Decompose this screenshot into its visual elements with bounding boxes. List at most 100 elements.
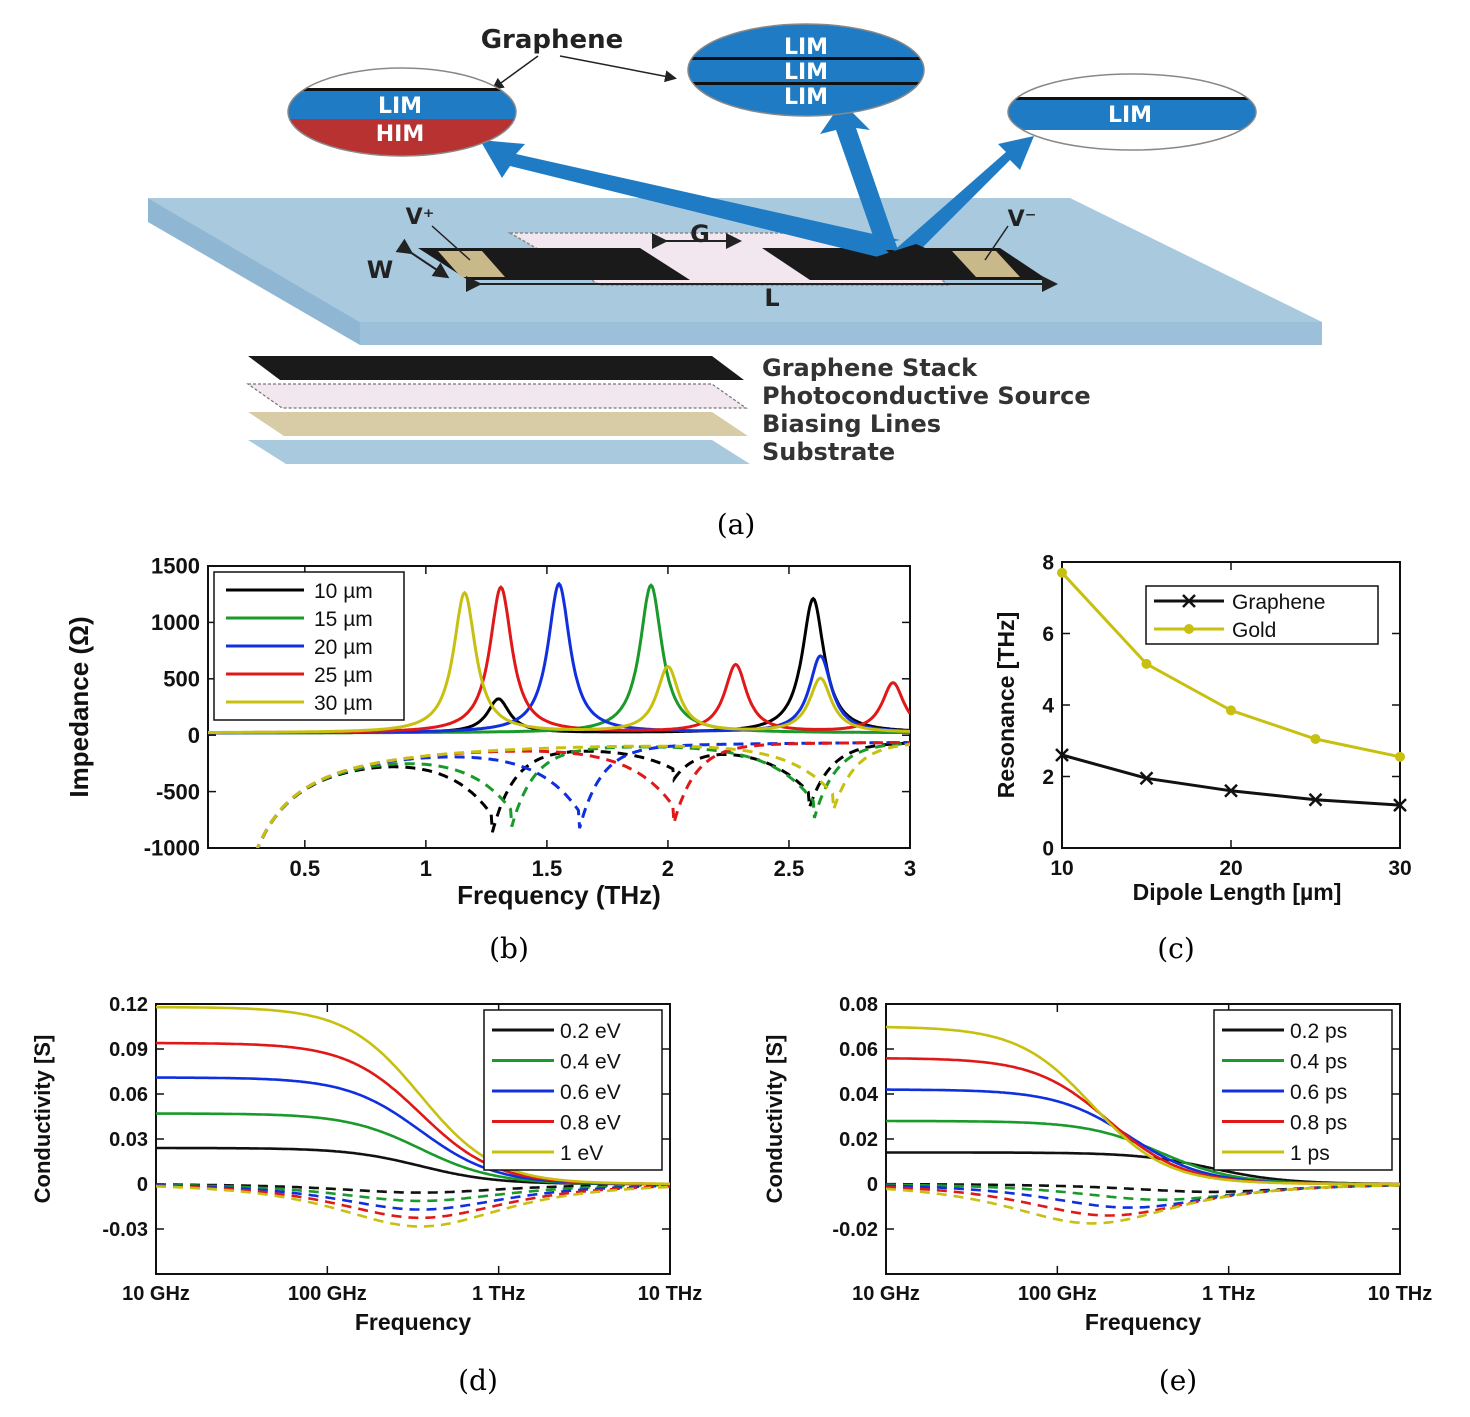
- series-line-imag: [255, 743, 910, 848]
- chart-e-conductivity-relaxation: 10 GHz 100 GHz 1 THz 10 THz 0.08 0.06 0.04 0.02…: [762, 994, 1432, 1397]
- graphene-leader-left: [491, 55, 539, 90]
- y-tick-label: 0: [1042, 837, 1054, 860]
- y-tick-label: 0.06: [839, 1039, 878, 1061]
- legend-label: 0.6 eV: [560, 1081, 621, 1104]
- legend-label: 30 µm: [314, 692, 373, 715]
- legend-label: 0.2 ps: [1290, 1020, 1347, 1043]
- arrow-to-middle-bubble: [820, 102, 898, 250]
- plot-lines-e: [886, 1025, 1400, 1225]
- caption-b: (b): [489, 932, 529, 965]
- y-tick-label: 0.06: [109, 1084, 148, 1106]
- legend-label: 15 µm: [314, 608, 373, 631]
- y-tick-label: -1000: [144, 836, 200, 861]
- data-point-graphene: [1308, 792, 1323, 807]
- legend-label: 25 µm: [314, 664, 373, 687]
- substrate-slab-front: [148, 198, 360, 345]
- chart-c-resonance: 10 20 30 0 2 4 6 8 Graphene Gold Dipole Length [µm…: [993, 551, 1412, 965]
- y-tick-label: -500: [156, 779, 200, 804]
- plot-lines-d: [156, 1005, 670, 1228]
- y-tick-label: 0.02: [839, 1129, 878, 1151]
- arrow-to-left-bubble: [480, 140, 900, 262]
- data-point-graphene: [1055, 748, 1069, 762]
- chart-d-conductivity-energy: 10 GHz 100 GHz 1 THz 10 THz 0.12 0.09 0.06 0.03…: [30, 994, 702, 1397]
- caption-e: (e): [1159, 1364, 1197, 1397]
- y-tick-label: 0.12: [109, 994, 148, 1016]
- substrate-slab-bottom: [360, 322, 1322, 345]
- series-line-real: [156, 1005, 670, 1186]
- series-line-imag: [156, 1183, 670, 1203]
- series-line-imag: [886, 1184, 1400, 1217]
- y-tick-label: 0.08: [839, 994, 878, 1016]
- series-line-imag: [156, 1183, 670, 1194]
- data-point-gold: [1395, 751, 1405, 762]
- bubble-left-him: HIM: [376, 122, 425, 147]
- x-tick-label: 10 THz: [1368, 1283, 1432, 1305]
- y-tick-label: 0.09: [109, 1039, 148, 1061]
- graphene-label: Graphene: [481, 25, 624, 55]
- graphene-leader-right: [559, 55, 677, 83]
- y-axis-label: Impedance (Ω): [64, 616, 94, 797]
- y-axis-label: Conductivity [S]: [762, 1035, 787, 1204]
- x-tick-label: 10 GHz: [122, 1283, 190, 1305]
- legend-label: 20 µm: [314, 636, 373, 659]
- plot-lines-b: [208, 581, 910, 848]
- chart-b-impedance: 0.5 1 1.5 2 2.5 3 -1000 -500 0 500 1000 1500 10 µm 15…: [64, 554, 916, 965]
- bubble-left: LIM HIM: [287, 67, 517, 157]
- series-line-imag: [156, 1184, 670, 1220]
- series-line-imag: [156, 1185, 670, 1228]
- x-tick-label: 10 GHz: [852, 1283, 920, 1305]
- arrow-base: [860, 244, 948, 272]
- x-tick-label: 0.5: [290, 856, 321, 881]
- y-tick-label: 0: [137, 1174, 148, 1196]
- legend-label: 10 µm: [314, 580, 373, 603]
- y-tick-label: 0.03: [109, 1129, 148, 1151]
- y-tick-label: -0.03: [102, 1219, 148, 1241]
- x-tick-label: 20: [1219, 857, 1242, 880]
- x-tick-label: 1 THz: [1202, 1283, 1255, 1305]
- layer-label-substrate: Substrate: [762, 438, 895, 466]
- data-point-gold: [1310, 733, 1321, 744]
- x-axis-label: Dipole Length [µm]: [1133, 879, 1342, 905]
- legend-label: 0.4 ps: [1290, 1051, 1347, 1074]
- dim-l-label: L: [764, 284, 779, 312]
- layer-swatch-graphene-stack: [248, 356, 744, 380]
- series-line-imag: [886, 1184, 1400, 1225]
- dim-w-label: W: [367, 256, 393, 284]
- data-point-gold: [1141, 658, 1152, 669]
- y-tick-label: 2: [1042, 766, 1054, 789]
- y-tick-label: 500: [163, 667, 200, 692]
- y-tick-label: 0: [867, 1174, 878, 1196]
- v-plus-leader: [431, 225, 471, 261]
- y-tick-label: 6: [1042, 623, 1054, 646]
- y-axis-label: Conductivity [S]: [30, 1035, 55, 1204]
- legend-label: 0.6 ps: [1290, 1081, 1347, 1104]
- legend-label: 0.4 eV: [560, 1051, 621, 1074]
- x-tick-label: 30: [1388, 857, 1411, 880]
- caption-d: (d): [458, 1364, 498, 1397]
- x-tick-label: 1.5: [532, 856, 563, 881]
- layer-swatch-biasing-lines: [248, 412, 748, 436]
- bubble-right: LIM: [1007, 73, 1257, 151]
- x-tick-label: 3: [904, 856, 916, 881]
- x-tick-label: 10: [1050, 857, 1073, 880]
- x-axis-label: Frequency: [1085, 1309, 1202, 1335]
- x-tick-label: 2.5: [774, 856, 805, 881]
- legend-label: Gold: [1232, 619, 1276, 642]
- x-tick-label: 1 THz: [472, 1283, 525, 1305]
- data-point-graphene: [1393, 798, 1407, 812]
- x-tick-label: 10 THz: [638, 1283, 702, 1305]
- series-line-real: [208, 590, 910, 734]
- layer-swatch-substrate: [248, 440, 750, 464]
- y-tick-label: 4: [1042, 694, 1054, 717]
- x-tick-label: 100 GHz: [288, 1283, 367, 1305]
- layer-swatch-photoconductive: [246, 383, 748, 409]
- bias-line-right: [952, 251, 1020, 277]
- bubble-middle: LIM LIM LIM: [687, 23, 925, 117]
- series-line-real: [886, 1025, 1400, 1186]
- y-axis-label: Resonance [THz]: [993, 612, 1019, 799]
- layer-label-photoconductive: Photoconductive Source: [762, 382, 1091, 410]
- caption-c: (c): [1157, 932, 1195, 965]
- data-point-graphene: [1139, 771, 1154, 786]
- x-axis-label: Frequency (THz): [457, 880, 661, 910]
